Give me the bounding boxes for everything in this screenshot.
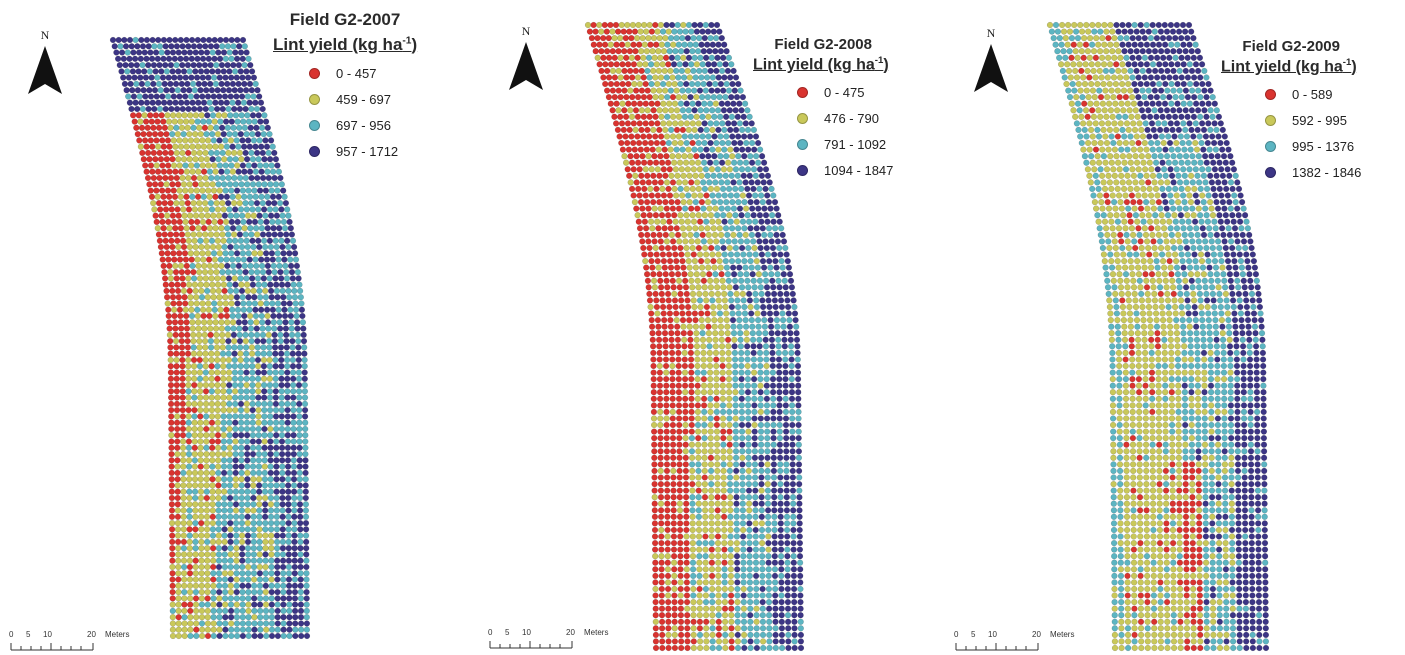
legend-item: 697 - 956 <box>309 118 417 133</box>
scale-unit: Meters <box>1050 630 1075 639</box>
scale-bar-ruler <box>489 641 573 649</box>
scale-bar-ruler <box>955 643 1039 651</box>
yield-dot-grid <box>109 36 311 640</box>
scale-unit: Meters <box>105 630 130 639</box>
legend-item: 1382 - 1846 <box>1265 165 1361 180</box>
legend-dot-icon <box>309 68 320 79</box>
scale-tick-label: 20 <box>566 628 575 637</box>
legend-dot-icon <box>797 113 808 125</box>
legend-dot-icon <box>1265 167 1276 179</box>
legend-item: 592 - 995 <box>1265 113 1361 128</box>
north-arrow: N <box>27 28 63 96</box>
scale-tick-label: 5 <box>971 630 976 639</box>
scale-tick-label: 10 <box>988 630 997 639</box>
legend-item: 0 - 589 <box>1265 87 1361 102</box>
north-arrow: N <box>973 26 1009 94</box>
scale-tick-label: 5 <box>505 628 510 637</box>
legend-item: 0 - 475 <box>797 85 893 100</box>
map-panel-2008: N Field G2-2008 Lint yield (kg ha-1) 0 -… <box>468 0 936 655</box>
scale-bar: 0 5 10 20 Meters <box>488 628 608 650</box>
map-panel-2007: N Field G2-2007 Lint yield (kg ha-1) 0 -… <box>0 0 468 655</box>
legend-item: 957 - 1712 <box>309 144 417 159</box>
legend-title: Field G2-2008 <box>774 36 872 53</box>
legend-dot-icon <box>797 139 808 151</box>
legend-dot-icon <box>309 94 320 105</box>
yield-map-2009 <box>1046 21 1270 652</box>
scale-tick-label: 10 <box>522 628 531 637</box>
north-arrow: N <box>508 24 544 92</box>
legend-item: 459 - 697 <box>309 92 417 107</box>
scale-tick-label: 20 <box>1032 630 1041 639</box>
scale-bar: 0 5 10 20 Meters <box>9 630 129 652</box>
legend-heading: Lint yield (kg ha-1) <box>753 55 889 74</box>
scale-tick-label: 0 <box>954 630 959 639</box>
legend-heading: Lint yield (kg ha-1) <box>1221 57 1357 76</box>
yield-map-2008 <box>584 21 805 652</box>
north-letter: N <box>986 26 996 40</box>
legend-heading: Lint yield (kg ha-1) <box>273 35 418 54</box>
legend-dot-icon <box>1265 89 1276 101</box>
scale-tick-label: 0 <box>488 628 493 637</box>
yield-dot-grid <box>1046 21 1270 652</box>
legend-dot-icon <box>309 120 320 131</box>
north-arrow-icon <box>974 44 1008 92</box>
map-panel-2009: N Field G2-2009 Lint yield (kg ha-1) 0 -… <box>936 0 1404 655</box>
scale-tick-label: 0 <box>9 630 14 639</box>
legend-dot-icon <box>797 87 808 99</box>
north-letter: N <box>40 28 50 42</box>
legend: Field G2-2009 Lint yield (kg ha-1) 0 - 5… <box>1221 38 1361 180</box>
scale-tick-label: 10 <box>43 630 52 639</box>
legend-dot-icon <box>1265 115 1276 127</box>
legend: Field G2-2007 Lint yield (kg ha-1) 0 - 4… <box>273 10 417 159</box>
legend-dot-icon <box>1265 141 1276 153</box>
legend-dot-icon <box>797 165 808 177</box>
legend-title: Field G2-2007 <box>289 10 401 29</box>
scale-tick-label: 5 <box>26 630 31 639</box>
yield-map-2007 <box>109 36 311 640</box>
north-letter: N <box>521 24 531 38</box>
scale-unit: Meters <box>584 628 609 637</box>
legend-title: Field G2-2009 <box>1242 38 1340 55</box>
legend-item: 791 - 1092 <box>797 137 893 152</box>
scale-bar: 0 5 10 20 Meters <box>954 630 1074 652</box>
scale-bar-ruler <box>10 643 94 651</box>
legend-dot-icon <box>309 146 320 157</box>
legend-item: 476 - 790 <box>797 111 893 126</box>
legend-item: 1094 - 1847 <box>797 163 893 178</box>
north-arrow-icon <box>509 42 543 90</box>
legend: Field G2-2008 Lint yield (kg ha-1) 0 - 4… <box>753 36 893 178</box>
yield-dot-grid <box>584 21 805 652</box>
scale-tick-label: 20 <box>87 630 96 639</box>
legend-item: 0 - 457 <box>309 66 417 81</box>
north-arrow-icon <box>28 46 62 94</box>
legend-item: 995 - 1376 <box>1265 139 1361 154</box>
